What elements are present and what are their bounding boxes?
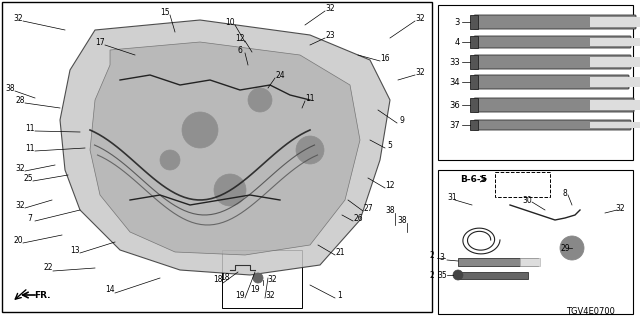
Text: 28: 28 (15, 95, 25, 105)
Text: 11: 11 (305, 93, 315, 102)
Bar (520, 258, 540, 266)
Text: 33: 33 (449, 58, 460, 67)
Text: 32: 32 (13, 13, 23, 22)
Bar (590, 17, 640, 27)
Text: 17: 17 (95, 37, 105, 46)
Text: 22: 22 (44, 263, 52, 273)
Text: 7: 7 (28, 213, 33, 222)
Bar (470, 15, 478, 29)
Bar (590, 122, 640, 128)
Text: 8: 8 (563, 188, 568, 197)
Bar (222, 250, 302, 308)
Bar (590, 100, 640, 110)
Circle shape (248, 88, 272, 112)
Text: 32: 32 (265, 291, 275, 300)
Text: 2: 2 (429, 251, 435, 260)
Text: 24: 24 (275, 70, 285, 79)
Text: 37: 37 (449, 121, 460, 130)
Text: 31: 31 (447, 193, 457, 202)
FancyBboxPatch shape (474, 15, 636, 29)
Text: 21: 21 (335, 247, 345, 257)
Bar (458, 272, 528, 279)
Text: 3: 3 (454, 18, 460, 27)
Text: 35: 35 (437, 270, 447, 279)
Text: 9: 9 (399, 116, 404, 124)
Bar (470, 120, 478, 130)
Text: 14: 14 (105, 285, 115, 294)
Text: 19: 19 (235, 291, 245, 300)
Bar (2, 2, 432, 312)
FancyBboxPatch shape (474, 75, 629, 89)
Circle shape (182, 112, 218, 148)
Bar (458, 258, 538, 266)
Text: 32: 32 (325, 4, 335, 12)
Circle shape (296, 136, 324, 164)
Circle shape (560, 236, 584, 260)
Text: 32: 32 (415, 68, 425, 76)
Text: 6: 6 (237, 45, 243, 54)
Bar (470, 98, 478, 112)
Text: 18: 18 (213, 276, 223, 284)
Text: 13: 13 (70, 245, 80, 254)
FancyBboxPatch shape (474, 98, 634, 112)
Text: 32: 32 (15, 164, 25, 172)
Circle shape (214, 174, 246, 206)
Bar (438, 170, 633, 314)
Bar (438, 5, 633, 160)
Text: 11: 11 (25, 124, 35, 132)
Polygon shape (60, 20, 390, 275)
Text: 27: 27 (363, 204, 373, 212)
Text: 32: 32 (15, 201, 25, 210)
Text: TGV4E0700: TGV4E0700 (566, 308, 614, 316)
Bar (590, 57, 640, 67)
Bar (470, 36, 478, 48)
Text: 12: 12 (236, 34, 244, 43)
Circle shape (160, 150, 180, 170)
Text: 11: 11 (25, 143, 35, 153)
Bar (590, 77, 640, 87)
Bar (470, 55, 478, 69)
Text: 38: 38 (397, 215, 407, 225)
Circle shape (453, 270, 463, 280)
Text: 38: 38 (385, 205, 395, 214)
Bar (470, 75, 478, 89)
Text: 19: 19 (250, 285, 260, 294)
Text: 16: 16 (380, 53, 390, 62)
Text: 15: 15 (160, 7, 170, 17)
Text: 4: 4 (455, 37, 460, 46)
Text: 30: 30 (522, 196, 532, 204)
Text: 34: 34 (449, 77, 460, 86)
Text: FR.: FR. (34, 291, 51, 300)
Polygon shape (90, 42, 360, 255)
Bar (495, 172, 550, 197)
Text: 23: 23 (325, 30, 335, 39)
Text: B-6-5: B-6-5 (461, 174, 488, 183)
FancyBboxPatch shape (474, 120, 631, 130)
Text: 3: 3 (440, 253, 444, 262)
Text: 20: 20 (13, 236, 23, 244)
Text: 32: 32 (615, 204, 625, 212)
Text: 10: 10 (225, 18, 235, 27)
Text: 12: 12 (385, 180, 395, 189)
Text: 29: 29 (560, 244, 570, 252)
Text: 18: 18 (220, 274, 230, 283)
Text: 32: 32 (267, 276, 277, 284)
FancyBboxPatch shape (474, 36, 631, 48)
Circle shape (253, 273, 263, 283)
Text: 1: 1 (338, 291, 342, 300)
FancyBboxPatch shape (474, 55, 631, 69)
Text: 26: 26 (353, 213, 363, 222)
Text: 25: 25 (23, 173, 33, 182)
Text: 2: 2 (429, 270, 435, 279)
Text: 38: 38 (5, 84, 15, 92)
Bar (590, 38, 640, 46)
Text: 5: 5 (388, 140, 392, 149)
Text: 36: 36 (449, 100, 460, 109)
Text: 32: 32 (415, 13, 425, 22)
